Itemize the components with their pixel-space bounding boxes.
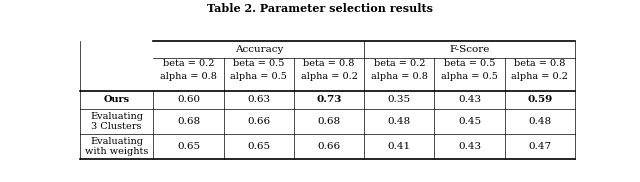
Text: 0.63: 0.63	[247, 95, 270, 104]
Text: beta = 0.5: beta = 0.5	[444, 59, 495, 68]
Text: alpha = 0.8: alpha = 0.8	[160, 72, 217, 81]
Text: 0.45: 0.45	[458, 117, 481, 126]
Text: 0.73: 0.73	[316, 95, 342, 104]
Text: beta = 0.8: beta = 0.8	[303, 59, 355, 68]
Text: 0.41: 0.41	[388, 142, 411, 151]
Text: 0.47: 0.47	[528, 142, 552, 151]
Text: 0.65: 0.65	[177, 142, 200, 151]
Text: alpha = 0.2: alpha = 0.2	[511, 72, 568, 81]
Text: 0.48: 0.48	[388, 117, 411, 126]
Text: F-Score: F-Score	[449, 45, 490, 54]
Text: 0.68: 0.68	[317, 117, 340, 126]
Text: beta = 0.8: beta = 0.8	[514, 59, 566, 68]
Text: Evaluating
with weights: Evaluating with weights	[85, 137, 148, 156]
Text: Ours: Ours	[104, 95, 130, 104]
Text: 0.66: 0.66	[247, 117, 270, 126]
Text: 0.43: 0.43	[458, 142, 481, 151]
Text: 0.43: 0.43	[458, 95, 481, 104]
Text: beta = 0.2: beta = 0.2	[163, 59, 214, 68]
Text: 0.68: 0.68	[177, 117, 200, 126]
Text: 0.48: 0.48	[528, 117, 552, 126]
Text: alpha = 0.5: alpha = 0.5	[230, 72, 287, 81]
Text: 0.59: 0.59	[527, 95, 552, 104]
Text: Evaluating
3 Clusters: Evaluating 3 Clusters	[90, 112, 143, 131]
Text: beta = 0.2: beta = 0.2	[374, 59, 425, 68]
Text: alpha = 0.5: alpha = 0.5	[441, 72, 498, 81]
Text: alpha = 0.8: alpha = 0.8	[371, 72, 428, 81]
Text: Table 2. Parameter selection results: Table 2. Parameter selection results	[207, 3, 433, 14]
Text: 0.65: 0.65	[247, 142, 270, 151]
Text: alpha = 0.2: alpha = 0.2	[301, 72, 358, 81]
Text: Accuracy: Accuracy	[235, 45, 283, 54]
Text: 0.35: 0.35	[388, 95, 411, 104]
Text: 0.66: 0.66	[317, 142, 340, 151]
Text: 0.60: 0.60	[177, 95, 200, 104]
Text: beta = 0.5: beta = 0.5	[233, 59, 285, 68]
